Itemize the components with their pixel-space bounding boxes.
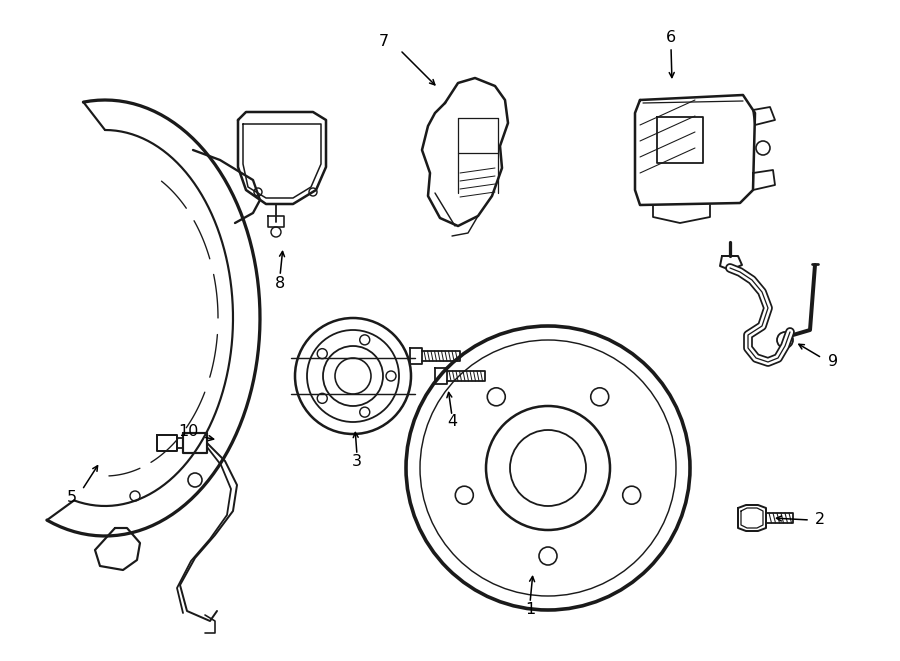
Text: 9: 9 (828, 354, 838, 369)
Text: 1: 1 (525, 602, 535, 617)
Text: 3: 3 (352, 455, 362, 469)
Text: 2: 2 (814, 512, 825, 527)
Text: 4: 4 (447, 414, 457, 430)
Text: 10: 10 (178, 424, 198, 440)
Text: 5: 5 (67, 490, 77, 504)
Text: 7: 7 (379, 34, 389, 50)
Text: 8: 8 (274, 276, 285, 290)
Text: 6: 6 (666, 30, 676, 46)
